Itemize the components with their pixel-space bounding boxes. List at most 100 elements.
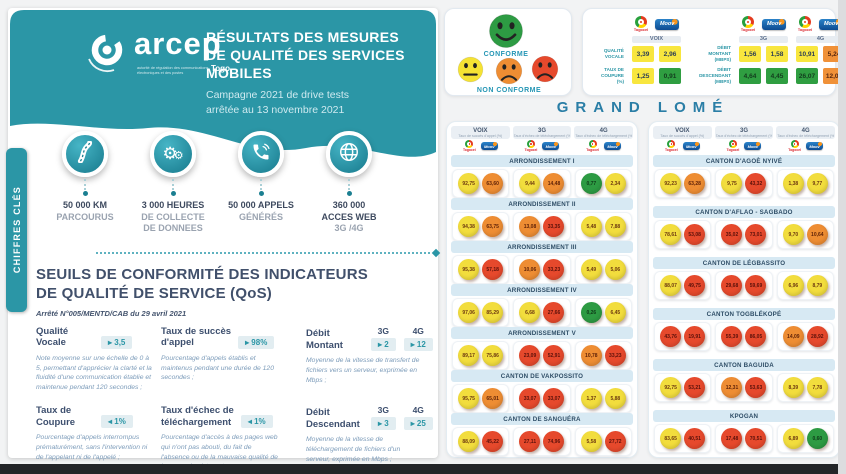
qos-indicator-desc: Note moyenne sur une échelle de 0 à 5, p…: [36, 354, 152, 392]
moov-logo: Moov: [762, 18, 787, 30]
metric-dot: 33,35: [543, 216, 565, 237]
smiley-frown-red-icon: [531, 55, 559, 88]
togocel-logo: Togocel: [462, 139, 476, 152]
metric-dot: 57,18: [482, 259, 504, 280]
metric-pair-group: 5,49 5,06: [574, 255, 632, 284]
operator-logos: Togocel Moov: [451, 139, 510, 153]
column-band: 4G Taux d'échec de téléchargement (%): [776, 126, 836, 139]
metric-dot: 7,88: [604, 216, 626, 237]
column-subtitle: Taux d'échec de téléchargement (%): [777, 134, 835, 138]
column-name: VOIX: [675, 128, 690, 134]
spacer: [590, 14, 624, 46]
togocel-label: Togocel: [462, 147, 476, 152]
metric-dot: 95,38: [458, 259, 480, 280]
column-subtitle: Taux d'échec de téléchargement (%): [715, 134, 773, 138]
qos-indicator-head: Taux de Coupure ◂ 1%: [36, 405, 158, 428]
zone-section: KPOGAN 83,65 40,51 17,48 70,51 6,89 0,60: [653, 410, 835, 453]
key-figure-circle: [62, 131, 108, 177]
key-figure-circle: [326, 131, 372, 177]
connector-dot: [82, 191, 88, 196]
qos-threshold-badge: ◂ 1%: [240, 414, 273, 428]
metric-pair-group: 89,17 75,86: [452, 341, 510, 370]
metric-pair-group: 95,38 57,18: [452, 255, 510, 284]
qos-threshold-badge: ▸ 12: [403, 338, 433, 351]
column-band: 3G Taux d'échec de téléchargement (%): [512, 126, 572, 139]
zone-name: CANTON D'AFLAO - SAGBADO: [653, 206, 835, 218]
grand-lome-panel-left: VOIX Taux de succès d'appel (%) Togocel Moo…: [446, 121, 638, 458]
page-title: RÉSULTATS DES MESURES DE QUALITÉ DES SER…: [206, 29, 405, 82]
zone-section: CANTON D'AFLAO - SAGBADO 78,61 53,08 35,02 7…: [653, 206, 835, 249]
qos-indicator-desc: Pourcentage d'appels interrompus prématu…: [36, 433, 148, 461]
metric-cell: 4,64: [739, 68, 761, 84]
panel-column-4g: 4G Taux d'échec de téléchargement (%) Togo…: [776, 126, 836, 153]
key-figure-caption: 50 000 KM PARCOURUS: [56, 200, 113, 223]
zone-name: ARRONDISSEMENT I: [451, 155, 633, 167]
metric-pair-group: 92,75 53,21: [654, 373, 712, 402]
qos-badges: ▸ 3,5: [101, 335, 133, 349]
metric-dot: 88,07: [660, 275, 682, 296]
key-figure-desc: GÉNÉRÉS: [238, 211, 283, 222]
zone-metrics-row: 78,61 53,08 35,02 73,01 9,70 10,64: [653, 220, 835, 249]
qos-threshold-badge: ▸ 3,5: [101, 335, 133, 349]
dotted-connector: [260, 179, 262, 190]
page-edge-strip: [838, 0, 846, 474]
national-row-label: TAUX DE COUPURE (%): [601, 67, 624, 84]
key-figure-value: 50 000 APPELS: [228, 200, 294, 210]
togocel-label: Togocel: [664, 147, 678, 152]
metric-pair-group: 5,48 7,88: [574, 212, 632, 241]
zone-name: CANTON TOGBLÉKOPÉ: [653, 308, 835, 320]
metric-pair-group: 92,23 63,28: [654, 169, 712, 198]
metric-dot: 1,37: [580, 388, 602, 409]
metric-dot: 33,07: [543, 388, 565, 409]
metric-dot: 63,75: [482, 216, 504, 237]
qos-badge-stack: 4G ▸ 12: [403, 326, 433, 351]
moov-logo: Moov: [604, 142, 622, 150]
qos-badge-stack: ▸ 3,5: [101, 335, 133, 349]
qos-indicator-head: Taux de succès d'appel ▸ 98%: [161, 326, 303, 349]
moov-logo: Moov: [819, 18, 844, 30]
metric-pair-group: 27,11 74,96: [513, 427, 571, 456]
metric-dot: 33,23: [604, 345, 626, 366]
column-subtitle: Taux d'échec de téléchargement (%): [513, 134, 571, 138]
metric-dot: 5,58: [580, 431, 602, 452]
metric-dot: 70,51: [745, 428, 767, 449]
column-group-band: 3G: [739, 35, 788, 43]
metric-cell: 2,96: [659, 46, 681, 62]
zone-metrics-row: 95,38 57,18 10,06 33,23 5,49 5,06: [451, 255, 633, 284]
dotted-connector: [172, 179, 174, 190]
key-figure-desc: 3G /4G: [334, 223, 364, 234]
metric-dot: 10,78: [580, 345, 602, 366]
page-subtitle: Campagne 2021 de drive tests arrêtée au …: [206, 89, 350, 116]
zone-section: CANTON BAGUIDA 92,75 53,21 12,31 53,63 8,39 7,…: [653, 359, 835, 402]
togocel-icon: [742, 15, 754, 28]
column-subtitle: Taux de succès d'appel (%): [660, 134, 705, 138]
key-figure-value: 360 000 ACCES WEB: [321, 200, 377, 222]
arcep-wordmark: arcep: [134, 26, 222, 61]
grand-lome-title: GRAND LOMÉ: [556, 99, 730, 116]
chiffres-cles-label: CHIFFRES CLÉS: [11, 186, 22, 274]
metric-dot: 53,21: [684, 377, 706, 398]
zone-metrics-row: 89,17 75,86 23,09 52,91 10,78 33,23: [451, 341, 633, 370]
national-row-label: DÉBIT MONTANT (MBPS): [708, 45, 731, 62]
metric-pair-group: 95,75 65,01: [452, 384, 510, 413]
metric-dot: 29,68: [721, 275, 743, 296]
operator-logos: Togocel Moov: [574, 139, 633, 153]
metric-dot: 28,92: [806, 326, 828, 347]
qos-threshold-badge: ▸ 2: [371, 338, 396, 351]
togocel-icon: [790, 139, 799, 148]
metric-dot: 8,79: [806, 275, 828, 296]
metric-dot: 73,01: [745, 224, 767, 245]
column-group-band: VOIX: [632, 35, 681, 43]
zone-name: CANTON DE LÉGBASSITO: [653, 257, 835, 269]
qos-indicator: Taux de Coupure ◂ 1% Pourcentage d'appels …: [36, 405, 158, 472]
togocel-icon: [635, 15, 647, 28]
metric-dot: 23,09: [519, 345, 541, 366]
zone-metrics-row: 95,75 65,01 33,07 33,07 1,37 5,88: [451, 384, 633, 413]
metric-pair-group: 9,70 10,64: [776, 220, 834, 249]
qos-threshold-badge: ▸ 25: [403, 417, 433, 431]
bottom-bar: [0, 464, 838, 474]
metric-dot: 86,05: [745, 326, 767, 347]
key-figure: ⚙⚙ 3 000 HEURES DE COLLECTE DE DONNEES: [129, 131, 217, 235]
metric-pair-group: 6,68 27,66: [513, 298, 571, 327]
metric-dot: 6,89: [782, 428, 804, 449]
